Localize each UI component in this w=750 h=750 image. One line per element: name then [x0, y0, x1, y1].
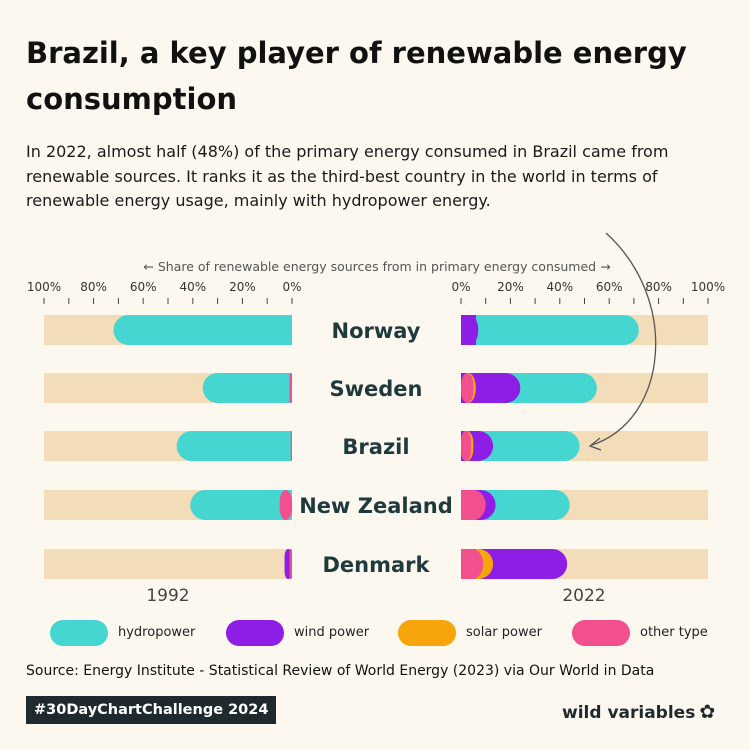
tick-label-left: 40%: [179, 280, 206, 294]
bar-2022-hydropower: [461, 315, 639, 345]
country-label: New Zealand: [299, 494, 453, 518]
labels-layer: Norway Sweden Brazil New Zealand Denmark 1992…: [146, 319, 605, 606]
year-label-1992: 1992: [146, 586, 189, 606]
tick-label-right: 60%: [596, 280, 623, 294]
legend-swatch: [226, 620, 284, 646]
bar-1992-other-type: [290, 431, 292, 461]
bar-2022-edge: [461, 490, 476, 520]
bar-track-1992: [44, 549, 292, 579]
tick-label-left: 20%: [229, 280, 256, 294]
subtitle: In 2022, almost half (48%) of the primar…: [26, 142, 669, 210]
tick-label-right: 40%: [546, 280, 573, 294]
country-label: Sweden: [330, 377, 423, 401]
page-title: Brazil, a key player of renewable energy…: [26, 36, 687, 116]
source-note: Source: Energy Institute - Statistical R…: [26, 663, 655, 679]
tick-label-right: 20%: [497, 280, 524, 294]
legend-label: hydropower: [118, 625, 196, 640]
legend-label: solar power: [466, 625, 542, 640]
bar-2022-edge: [461, 549, 476, 579]
tick-label-right: 80%: [645, 280, 672, 294]
year-label-2022: 2022: [562, 586, 605, 606]
bar-2022-other-type: [461, 373, 474, 403]
legend: hydropower wind power solar power other typ…: [0, 620, 750, 646]
bar-1992-hydropower: [113, 315, 292, 345]
bars-layer: [44, 315, 708, 579]
bar-1992-hydropower: [190, 490, 292, 520]
tick-label-left: 60%: [130, 280, 157, 294]
annotation-arrowhead: [588, 437, 602, 451]
bar-1992-hydropower: [176, 431, 292, 461]
bar-2022-other-type: [461, 431, 471, 461]
country-label: Brazil: [342, 435, 409, 459]
tick-label-left: 100%: [27, 280, 61, 294]
hashtag-badge: #30DayChartChallenge 2024: [26, 696, 277, 724]
annotation-arrow: [591, 232, 657, 446]
tick-label-right: 0%: [451, 280, 470, 294]
tick-label-left: 80%: [80, 280, 107, 294]
chart: ← Share of renewable energy sources from…: [27, 232, 725, 606]
bar-1992-edge: [277, 431, 292, 461]
axis-layer: ← Share of renewable energy sources from…: [27, 259, 725, 304]
axis-title: ← Share of renewable energy sources from…: [143, 259, 610, 274]
brand-name: wild variables: [562, 703, 696, 723]
legend-label: other type: [640, 625, 708, 640]
legend-swatch: [398, 620, 456, 646]
bar-2022-edge: [461, 315, 476, 345]
bar-1992-edge: [277, 373, 292, 403]
annotation-layer: [588, 232, 657, 451]
bar-1992-edge: [277, 315, 292, 345]
flower-icon: ✿: [699, 701, 716, 723]
legend-label: wind power: [294, 625, 370, 640]
legend-swatch: [572, 620, 630, 646]
country-label: Norway: [332, 319, 421, 343]
bar-1992-hydropower: [202, 373, 292, 403]
tick-label-right: 100%: [691, 280, 725, 294]
tick-label-left: 0%: [282, 280, 301, 294]
brand: wild variables ✿: [562, 701, 715, 723]
legend-swatch: [50, 620, 108, 646]
bar-1992-other-type: [279, 490, 292, 520]
bar-1992-other-type: [289, 549, 292, 579]
country-label: Denmark: [323, 553, 431, 577]
bar-1992-other-type: [289, 373, 292, 403]
